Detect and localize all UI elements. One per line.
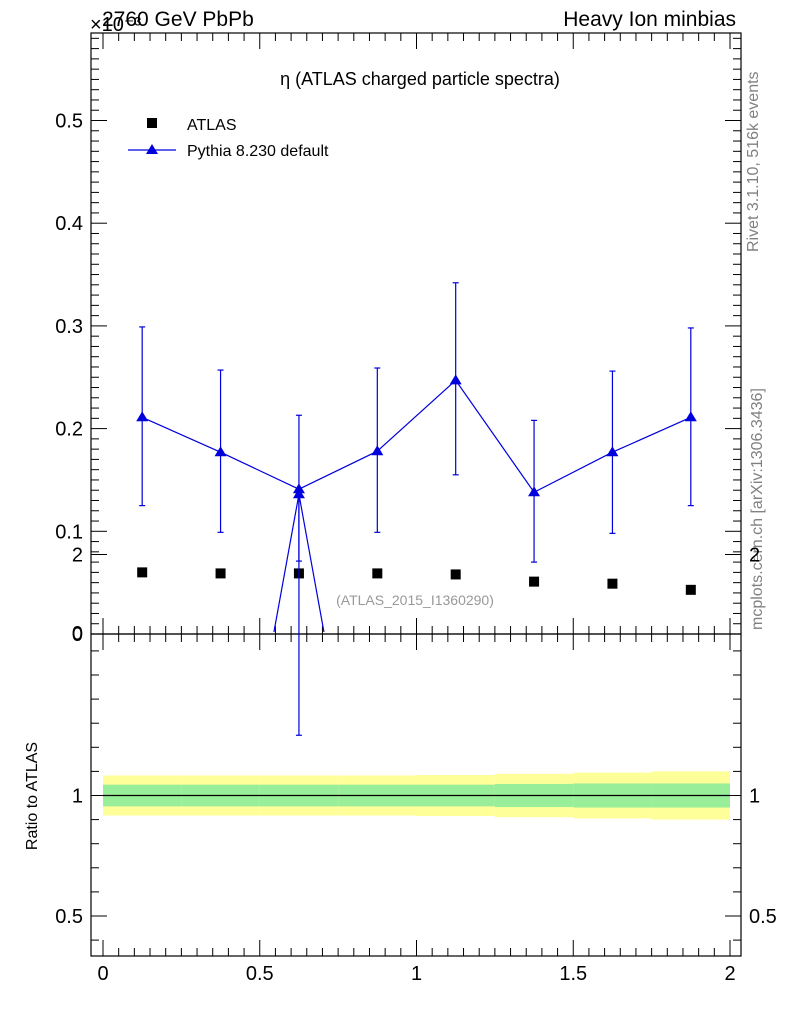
pythia-point (684, 411, 697, 422)
analysis-tag: (ATLAS_2015_I1360290) (336, 592, 494, 608)
ratio-y-axis-label: Ratio to ATLAS (24, 742, 41, 850)
pythia-point (292, 483, 305, 494)
ratio-y-tick-label: 0.5 (55, 906, 83, 928)
x-tick-label: 2 (724, 963, 735, 985)
pythia-point (606, 446, 619, 457)
pythia-point (528, 486, 541, 497)
atlas-point (215, 568, 226, 579)
ratio-y-tick-label-right: 0.5 (749, 906, 777, 928)
ratio-y-tick-label: 1 (72, 786, 83, 808)
pythia-point (136, 411, 149, 422)
atlas-point (529, 576, 540, 587)
x-tick-label: 1 (411, 963, 422, 985)
y-tick-label: 0.2 (55, 419, 83, 441)
x-tick-label: 0 (97, 963, 108, 985)
x-tick-label: 1.5 (559, 963, 587, 985)
ratio-y-tick-label-right: 1 (749, 786, 760, 808)
energy-label: 2760 GeV PbPb (102, 8, 254, 31)
y-tick-label: 0.5 (55, 111, 83, 133)
legend-marker-pythia (146, 144, 158, 154)
chart-title: η (ATLAS charged particle spectra) (280, 69, 560, 89)
process-label: Heavy Ion minbias (563, 8, 736, 31)
exponent-label: ×10⁻³ (90, 14, 142, 36)
x-tick-label: 0.5 (246, 963, 274, 985)
ratio-pythia-line (273, 494, 300, 633)
legend-label-atlas: ATLAS (187, 117, 237, 134)
ratio-pythia-line (298, 494, 325, 633)
pythia-point (449, 374, 462, 385)
atlas-point (607, 578, 618, 589)
atlas-point (372, 568, 383, 579)
y-tick-label: 0.1 (55, 521, 83, 543)
pythia-point (371, 445, 384, 456)
pythia-point (214, 446, 227, 457)
ratio-y-tick-label-right: 2 (749, 545, 760, 567)
atlas-point (685, 584, 696, 595)
y-tick-label: 0 (72, 624, 83, 646)
pythia-line (141, 379, 692, 494)
atlas-point (137, 567, 148, 578)
legend-label-pythia: Pythia 8.230 default (187, 143, 329, 160)
y-tick-label: 0.4 (55, 213, 83, 235)
y-tick-label: 0.3 (55, 316, 83, 338)
ratio-pythia-point (292, 488, 305, 499)
ratio-y-tick-label: 2 (72, 545, 83, 567)
y-tick-label-zero: 0 (72, 623, 83, 645)
legend-marker-atlas (147, 118, 157, 128)
atlas-point (450, 569, 461, 580)
